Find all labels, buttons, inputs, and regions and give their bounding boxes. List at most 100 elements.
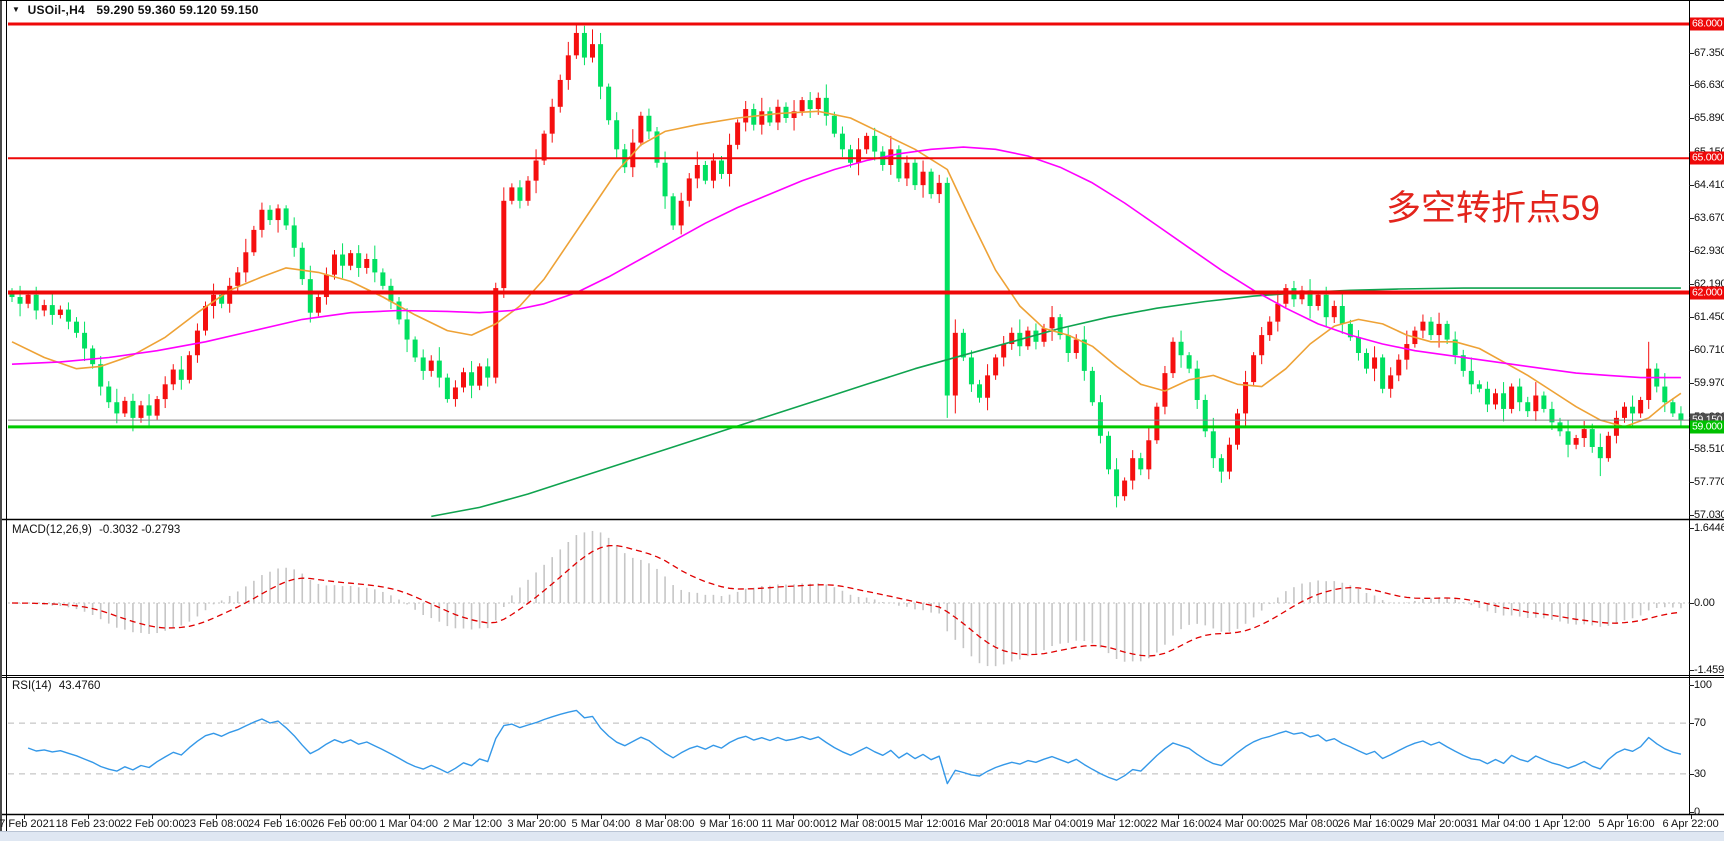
- candle-down: [670, 196, 676, 226]
- candle-up: [993, 357, 999, 376]
- candle-up: [162, 384, 168, 400]
- candle-down: [9, 292, 15, 298]
- axis-tick: [1689, 184, 1694, 186]
- macd-name: MACD(12,26,9): [12, 524, 92, 536]
- candle-up: [1436, 323, 1442, 336]
- candle-up: [25, 294, 31, 304]
- candle-up: [1372, 357, 1378, 369]
- candle-down: [372, 258, 378, 273]
- time-axis-label: 26 Feb 00:00: [312, 818, 377, 830]
- candle-up: [477, 366, 483, 386]
- symbol-dropdown-icon[interactable]: ▼: [12, 5, 21, 14]
- candle-up: [452, 387, 458, 400]
- candle-down: [1630, 406, 1636, 414]
- candle-up: [275, 208, 281, 221]
- candle-up: [138, 405, 144, 418]
- candle-down: [49, 305, 55, 315]
- candle-down: [1081, 339, 1087, 371]
- price-axis-label: 58.510: [1694, 443, 1724, 455]
- candle-up: [686, 178, 692, 201]
- annotation-text[interactable]: 多空转折点59: [1386, 189, 1600, 228]
- candle-down: [404, 319, 410, 340]
- candle-down: [307, 279, 313, 313]
- candle-down: [90, 348, 96, 365]
- candle-down: [839, 133, 845, 150]
- time-axis-tick: [600, 815, 602, 819]
- candle-up: [57, 309, 63, 315]
- candle-up: [1622, 406, 1627, 418]
- time-axis-label: 26 Mar 16:00: [1337, 818, 1403, 830]
- candle-down: [1468, 370, 1474, 385]
- candle-down: [469, 372, 475, 386]
- time-axis-tick: [1177, 815, 1179, 819]
- candle-up: [920, 171, 926, 186]
- axis-tick: [1689, 316, 1694, 318]
- candle-down: [98, 364, 104, 387]
- candle-up: [727, 144, 733, 174]
- axis-tick: [1689, 514, 1694, 516]
- candle-up: [1162, 373, 1168, 407]
- price-axis-label: 64.410: [1694, 179, 1724, 191]
- candle-up: [1243, 382, 1249, 414]
- candle-down: [896, 149, 902, 179]
- candle-down: [74, 321, 79, 333]
- candle-up: [549, 106, 555, 134]
- candle-up: [936, 182, 942, 195]
- candle-up: [364, 258, 370, 268]
- window-left-border-outer: [0, 0, 2, 831]
- candle-down: [1065, 335, 1071, 353]
- candle-up: [501, 200, 507, 289]
- candle-down: [420, 357, 426, 371]
- candle-down: [33, 294, 39, 311]
- candle-down: [848, 149, 853, 163]
- rsi-axis-label: 30: [1694, 768, 1706, 780]
- candle-down: [1364, 352, 1369, 369]
- candle-down: [412, 339, 418, 358]
- candle-down: [380, 272, 386, 286]
- time-axis-label: 8 Mar 08:00: [635, 818, 695, 830]
- time-axis-label: 29 Mar 20:00: [1401, 818, 1467, 830]
- candle-down: [1106, 435, 1111, 470]
- price-axis-label: 57.030: [1694, 509, 1724, 521]
- candle-down: [485, 366, 491, 378]
- candle-down: [581, 32, 587, 58]
- moving-average-magenta: [11, 146, 1681, 379]
- candle-down: [968, 357, 974, 385]
- price-badge-68.000: 68.000: [1690, 17, 1724, 31]
- price-axis-label: 57.770: [1694, 476, 1724, 488]
- price-badge-59.000: 59.000: [1690, 420, 1724, 434]
- candle-down: [1541, 395, 1547, 409]
- price-axis-label: 65.890: [1694, 112, 1724, 124]
- candle-down: [1089, 370, 1095, 403]
- axis-tick: [1689, 669, 1694, 671]
- axis-tick: [1689, 773, 1694, 775]
- macd-axis-label: -1.4594: [1694, 664, 1724, 676]
- moving-average-green: [431, 287, 1681, 518]
- price-axis-label: 63.670: [1694, 212, 1724, 224]
- candle-down: [1452, 339, 1458, 356]
- candle-up: [1025, 330, 1031, 347]
- candle-up: [985, 375, 991, 398]
- candle-up: [1299, 290, 1305, 300]
- candle-down: [823, 97, 829, 116]
- candle-up: [743, 109, 749, 123]
- candle-up: [710, 160, 716, 181]
- axis-tick: [1689, 481, 1694, 483]
- time-axis-label: 1 Apr 12:00: [1534, 818, 1591, 830]
- time-axis-label: 2 Mar 12:00: [443, 818, 503, 830]
- time-axis-label: 19 Mar 12:00: [1081, 818, 1147, 830]
- time-axis-label: 24 Feb 16:00: [247, 818, 313, 830]
- candle-up: [461, 372, 466, 388]
- rsi-axis-label: 70: [1694, 717, 1706, 729]
- candle-down: [517, 187, 523, 201]
- time-axis-tick: [152, 815, 154, 819]
- candle-down: [1597, 446, 1603, 459]
- macd-indicator-label: MACD(12,26,9) -0.3032 -0.2793: [12, 524, 180, 536]
- candle-up: [1420, 321, 1426, 331]
- candle-down: [1484, 388, 1490, 405]
- candle-up: [735, 122, 741, 145]
- candle-down: [1138, 458, 1144, 470]
- candle-up: [815, 97, 821, 110]
- time-axis-label: 11 Mar 00:00: [761, 818, 826, 830]
